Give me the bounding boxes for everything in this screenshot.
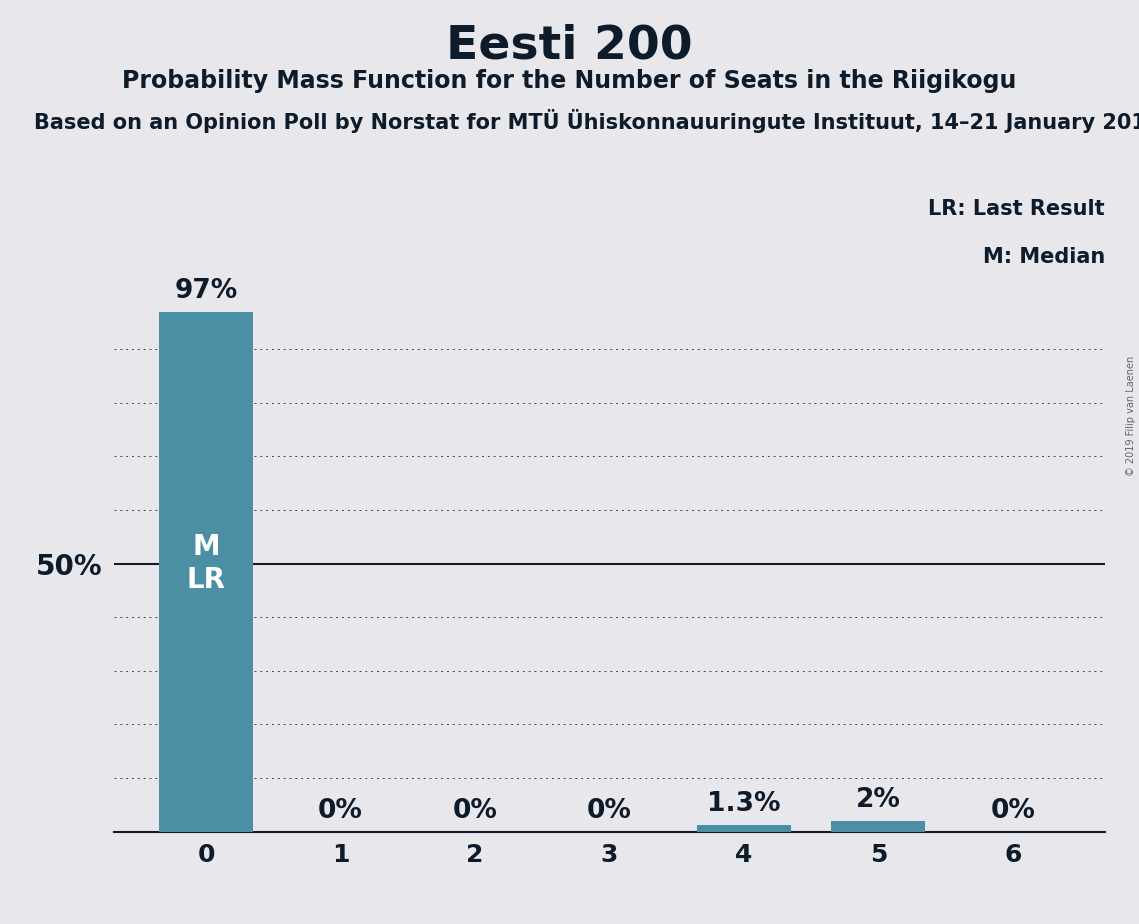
Text: 97%: 97% bbox=[174, 278, 238, 304]
Text: © 2019 Filip van Laenen: © 2019 Filip van Laenen bbox=[1126, 356, 1136, 476]
Text: LR: Last Result: LR: Last Result bbox=[928, 200, 1105, 219]
Text: 1.3%: 1.3% bbox=[707, 791, 780, 817]
Text: Based on an Opinion Poll by Norstat for MTÜ Ühiskonnauuringute Instituut, 14–21 : Based on an Opinion Poll by Norstat for … bbox=[34, 109, 1139, 133]
Bar bbox=[159, 311, 253, 832]
Text: 2%: 2% bbox=[855, 787, 901, 813]
Bar bbox=[697, 824, 790, 832]
Text: M
LR: M LR bbox=[187, 533, 226, 594]
Text: Eesti 200: Eesti 200 bbox=[446, 23, 693, 68]
Text: 0%: 0% bbox=[318, 797, 363, 823]
Text: M: Median: M: Median bbox=[983, 248, 1105, 267]
Text: 0%: 0% bbox=[452, 797, 498, 823]
Text: 0%: 0% bbox=[990, 797, 1035, 823]
Text: Probability Mass Function for the Number of Seats in the Riigikogu: Probability Mass Function for the Number… bbox=[122, 69, 1017, 93]
Text: 0%: 0% bbox=[587, 797, 632, 823]
Bar bbox=[831, 821, 925, 832]
